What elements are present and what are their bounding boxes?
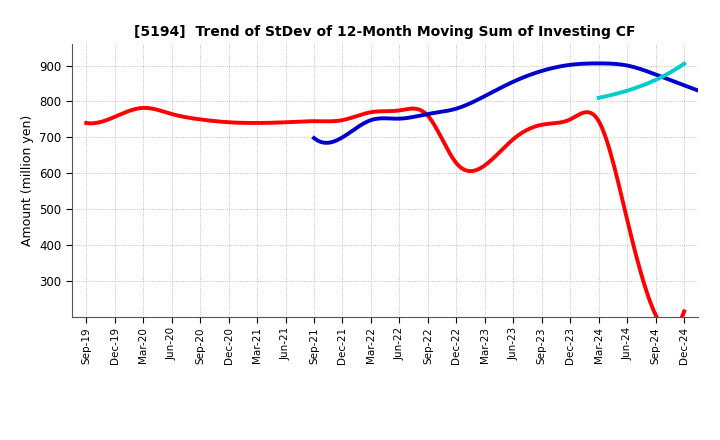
- Legend: 3 Years, 5 Years, 7 Years, 10 Years: 3 Years, 5 Years, 7 Years, 10 Years: [189, 438, 582, 440]
- Title: [5194]  Trend of StDev of 12-Month Moving Sum of Investing CF: [5194] Trend of StDev of 12-Month Moving…: [135, 25, 636, 39]
- Y-axis label: Amount (million yen): Amount (million yen): [21, 115, 34, 246]
